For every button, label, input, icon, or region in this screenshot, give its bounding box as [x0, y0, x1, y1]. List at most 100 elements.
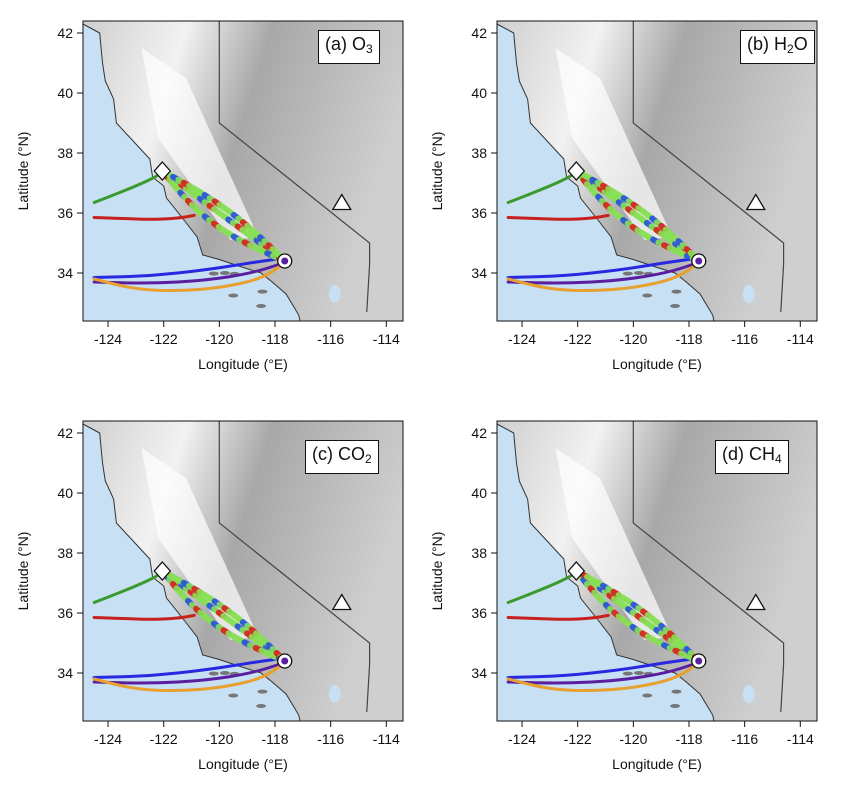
- salton-sea: [742, 285, 755, 303]
- x-tick-label: -118: [262, 731, 289, 747]
- state-border: [632, 21, 785, 313]
- x-tick-label: -118: [676, 731, 703, 747]
- y-tick-label: 42: [471, 25, 487, 41]
- panel-a: -124 -122 -120 -118 -116 -114 34 36 38 40 42 Longit…: [0, 0, 425, 400]
- x-tick-label: -122: [150, 731, 178, 747]
- diamond-marker-icon: [153, 561, 172, 581]
- x-tick-label: -114: [787, 731, 814, 747]
- x-tick-label: -122: [564, 331, 592, 347]
- panel-c: -124 -122 -120 -118 -116 -114 34 36 38 40 42 Longit…: [0, 400, 425, 800]
- triangle-marker-icon: [331, 193, 352, 211]
- panel-label: (d) CH4: [715, 440, 789, 474]
- panel-label-sub: 2: [365, 452, 372, 466]
- plot-frame: [496, 20, 818, 322]
- y-tick-label: 34: [57, 265, 73, 281]
- x-tick-label: -118: [262, 331, 289, 347]
- trajectory-line: [92, 662, 285, 692]
- plot-frame: [496, 420, 818, 722]
- island: [228, 693, 239, 698]
- x-tick-label: -120: [205, 331, 233, 347]
- panel-label-suffix: O: [793, 34, 808, 54]
- island: [256, 704, 267, 708]
- x-tick-label: -124: [94, 731, 122, 747]
- panel-label-sub: 3: [366, 42, 373, 56]
- y-axis-title: Latitude (°N): [429, 132, 445, 211]
- trajectory-line: [92, 213, 196, 221]
- x-tick-label: -114: [787, 331, 814, 347]
- x-axis-title: Longitude (°E): [612, 756, 702, 772]
- x-tick-label: -118: [676, 331, 703, 347]
- y-tick-label: 38: [471, 545, 487, 561]
- plot-frame: [82, 20, 404, 322]
- trajectory-line: [506, 656, 701, 679]
- island: [642, 693, 653, 698]
- y-tick-label: 34: [471, 265, 487, 281]
- tick-group: -124 -122 -120 -118 -116 -114 34 36 38 40 42: [57, 25, 400, 347]
- x-tick-label: -114: [373, 331, 400, 347]
- x-tick-label: -120: [205, 731, 233, 747]
- island: [219, 271, 230, 275]
- island: [208, 671, 219, 676]
- x-tick-label: -122: [564, 731, 592, 747]
- salton-sea: [328, 685, 341, 703]
- island: [208, 271, 219, 276]
- panel-label: (a) O3: [318, 30, 380, 64]
- x-axis-title: Longitude (°E): [198, 756, 288, 772]
- x-axis-title: Longitude (°E): [612, 356, 702, 372]
- map-layer: [83, 21, 403, 321]
- tick-group: -124 -122 -120 -118 -116 -114 34 36 38 40 42: [471, 425, 814, 747]
- trajectory-line: [506, 571, 578, 604]
- panel-label-text: (d) CH: [722, 444, 775, 464]
- island: [257, 289, 268, 294]
- panel-b: -124 -122 -120 -118 -116 -114 34 36 38 40 42 Longit…: [425, 0, 850, 400]
- y-axis-title: Latitude (°N): [15, 132, 31, 211]
- y-axis-title: Latitude (°N): [429, 532, 445, 611]
- y-axis-title: Latitude (°N): [15, 532, 31, 611]
- island: [219, 671, 230, 675]
- panel-label: (b) H2O: [740, 30, 815, 64]
- y-tick-label: 36: [471, 205, 487, 221]
- trajectory-line: [92, 571, 164, 604]
- diamond-marker-icon: [153, 161, 172, 181]
- y-tick-label: 36: [57, 605, 73, 621]
- panel-d: -124 -122 -120 -118 -116 -114 34 36 38 40 42 Longit…: [425, 400, 850, 800]
- map-layer: [497, 21, 817, 321]
- trajectory-line: [92, 256, 287, 279]
- trajectory-line: [92, 262, 285, 292]
- y-tick-label: 42: [57, 25, 73, 41]
- map-svg: -124 -122 -120 -118 -116 -114 34 36 38 40 42 Longit…: [429, 20, 818, 372]
- state-border: [218, 21, 371, 313]
- central-valley: [141, 48, 259, 240]
- trajectory-line: [506, 213, 610, 221]
- x-tick-label: -124: [508, 731, 536, 747]
- central-valley: [555, 448, 673, 640]
- island: [633, 271, 644, 275]
- diamond-marker-icon: [567, 161, 586, 181]
- state-border: [218, 421, 371, 713]
- diamond-marker-icon: [567, 561, 586, 581]
- island: [671, 689, 682, 694]
- central-valley: [141, 448, 259, 640]
- island: [670, 704, 681, 708]
- y-tick-label: 40: [471, 485, 487, 501]
- x-tick-label: -124: [94, 331, 122, 347]
- map-svg: -124 -122 -120 -118 -116 -114 34 36 38 40 42 Longit…: [15, 20, 404, 372]
- salton-sea: [742, 685, 755, 703]
- state-border: [632, 421, 785, 713]
- triangle-marker-icon: [745, 593, 766, 611]
- x-tick-label: -116: [317, 731, 344, 747]
- salton-sea: [328, 285, 341, 303]
- panel-label-text: (a) O: [325, 34, 367, 54]
- x-tick-label: -116: [731, 331, 758, 347]
- panel-label-sub: 2: [787, 42, 794, 56]
- island: [670, 304, 681, 308]
- trajectory-line: [506, 262, 699, 292]
- y-tick-label: 36: [471, 605, 487, 621]
- y-tick-label: 38: [57, 145, 73, 161]
- circle-marker-center: [695, 257, 703, 265]
- circle-marker-center: [695, 657, 703, 665]
- y-tick-label: 40: [471, 85, 487, 101]
- trajectory-line: [506, 256, 701, 279]
- y-tick-label: 38: [57, 545, 73, 561]
- trajectory-line: [506, 613, 610, 621]
